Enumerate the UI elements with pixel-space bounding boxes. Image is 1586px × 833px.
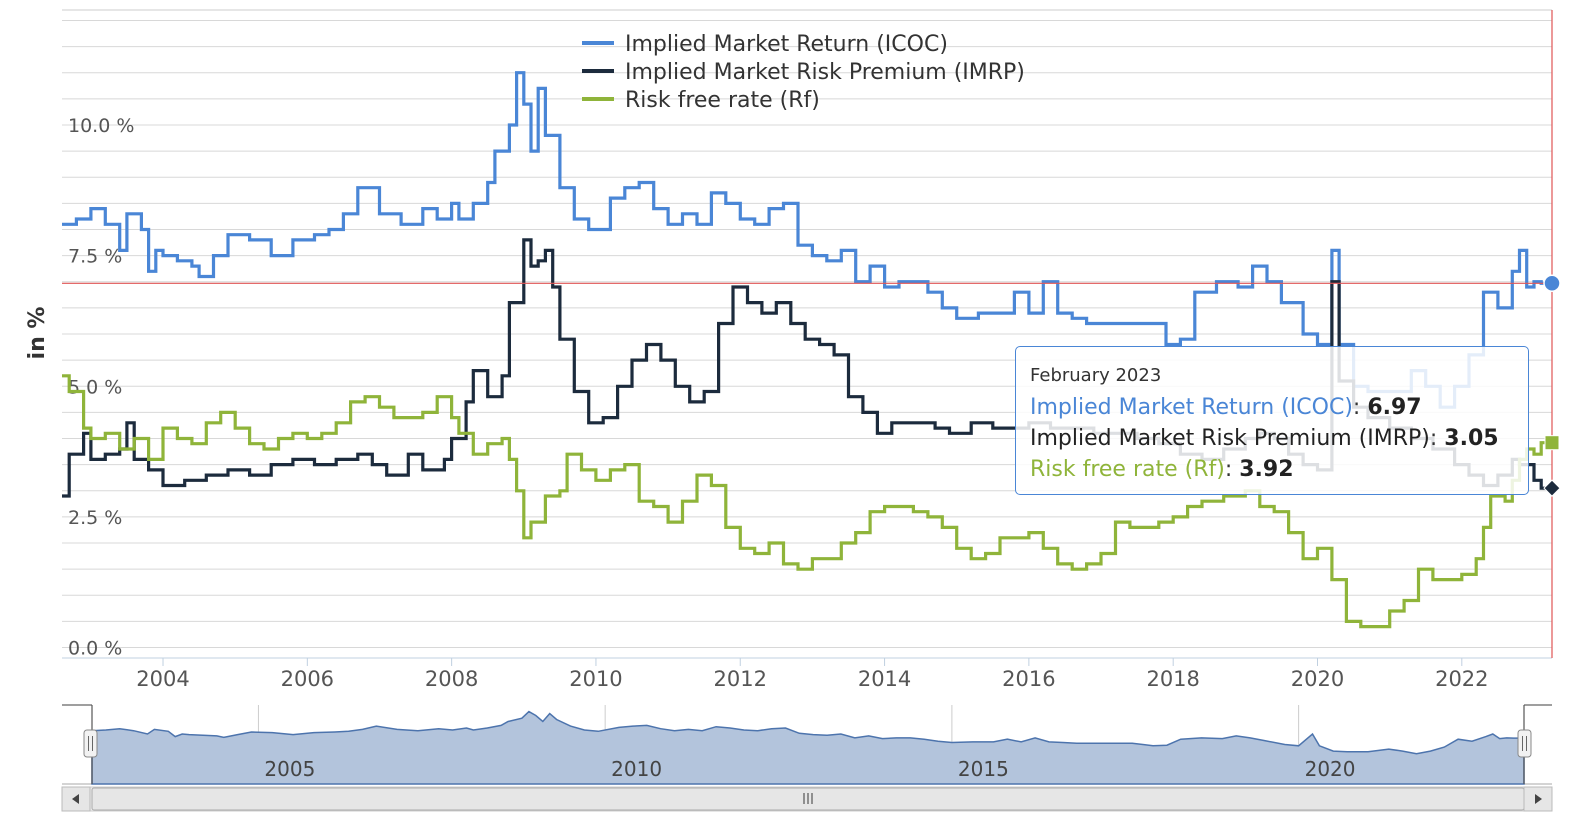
y-tick-label: 7.5 %	[68, 246, 122, 268]
tooltip-row-icoc: Implied Market Return (ICOC): 6.97	[1030, 395, 1422, 420]
tooltip-label-imrp: Implied Market Risk Premium (IMRP)	[1030, 426, 1430, 451]
navigator-left-handle-icon[interactable]	[83, 729, 98, 758]
series-end-marker	[1543, 274, 1561, 293]
tooltip-value-icoc: 6.97	[1367, 395, 1422, 420]
x-tick-label: 2006	[281, 667, 334, 691]
legend-label: Implied Market Return (ICOC)	[625, 32, 948, 57]
tooltip-label-icoc: Implied Market Return (ICOC)	[1030, 395, 1353, 420]
x-tick-label: 2014	[858, 667, 911, 691]
tooltip-label-rf: Risk free rate (Rf)	[1030, 457, 1225, 482]
legend: Implied Market Return (ICOC) Implied Mark…	[582, 32, 1025, 113]
x-tick-label: 2008	[425, 667, 478, 691]
series-line-0	[62, 71, 1548, 409]
navigator-year-label: 2005	[264, 757, 315, 781]
tooltip-date: February 2023	[1030, 365, 1162, 386]
navigator-year-label: 2015	[958, 757, 1009, 781]
navigator-right-handle-icon[interactable]	[1517, 729, 1532, 758]
left-arrow-icon	[72, 794, 79, 804]
x-tick-label: 2020	[1291, 667, 1344, 691]
x-tick-label: 2004	[136, 667, 189, 691]
x-tick-label: 2010	[569, 667, 622, 691]
tooltip-row-rf: Risk free rate (Rf): 3.92	[1030, 457, 1294, 482]
right-arrow-icon	[1535, 794, 1542, 804]
legend-label: Risk free rate (Rf)	[625, 88, 820, 113]
drag-handle-body[interactable]	[1517, 729, 1532, 758]
navigator-area	[91, 710, 1525, 785]
scrollbar[interactable]	[61, 786, 1553, 812]
y-tick-label: 5.0 %	[68, 376, 122, 398]
x-tick-label: 2018	[1146, 667, 1199, 691]
series-line-2	[62, 374, 1548, 629]
navigator-year-label: 2010	[611, 757, 662, 781]
grid-lines	[62, 19, 1552, 649]
y-tick-label: 0.0 %	[68, 638, 122, 660]
x-tick-label: 2016	[1002, 667, 1055, 691]
navigator: 2005 2010 2015 2020	[62, 704, 1552, 785]
tooltip-value-rf: 3.92	[1239, 457, 1294, 482]
tooltip-row-imrp: Implied Market Risk Premium (IMRP): 3.05	[1030, 426, 1499, 451]
series-end-marker	[1544, 435, 1560, 451]
y-axis-label: in %	[25, 307, 50, 360]
y-tick-label: 2.5 %	[68, 507, 122, 529]
x-tick-label: 2012	[714, 667, 767, 691]
y-tick-label: 10.0 %	[68, 115, 134, 137]
data-tooltip: February 2023 Implied Market Return (ICO…	[1015, 346, 1529, 495]
legend-label: Implied Market Risk Premium (IMRP)	[625, 60, 1025, 85]
x-tick-label: 2022	[1435, 667, 1488, 691]
series-end-marker	[1543, 479, 1561, 497]
tooltip-value-imrp: 3.05	[1444, 426, 1499, 451]
drag-handle-body[interactable]	[83, 729, 98, 758]
navigator-year-label: 2020	[1305, 757, 1356, 781]
